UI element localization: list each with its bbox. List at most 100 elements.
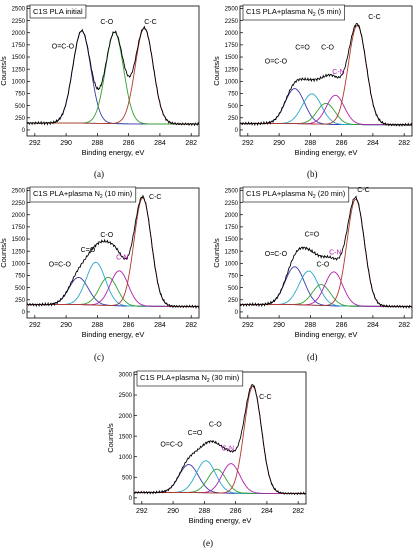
y-tick-label: 250 [15, 116, 26, 122]
chart-title-box [136, 370, 244, 387]
peak-c-c [27, 197, 199, 308]
x-tick-label: 284 [154, 140, 166, 147]
y-tick-label: 2500 [12, 7, 26, 13]
peak-o-c-o [27, 30, 199, 125]
y-tick-label: 2250 [225, 201, 239, 207]
plot-frame [26, 5, 200, 137]
chart-title-box [242, 4, 345, 21]
x-tick-label: 290 [273, 322, 285, 329]
y-tick-label: 1000 [119, 455, 133, 461]
y-tick-label: 3000 [119, 373, 133, 379]
chart-title: C1S PLA+plasma N2 (20 min) [242, 186, 350, 203]
x-tick-label: 284 [154, 322, 166, 329]
x-tick-label: 292 [29, 322, 41, 329]
chart-panel-c: 292 290 288 286 284 282 0 250 500 750 1000 1250 1500… [0, 186, 200, 339]
peak-c-o [240, 270, 412, 308]
y-tick-label: 1000 [12, 80, 26, 86]
y-tick-label: 750 [228, 92, 239, 98]
y-tick-label: 1750 [225, 225, 239, 231]
y-tick-label: 1500 [12, 55, 26, 61]
peak-label-c-o: C-O [321, 45, 334, 52]
x-tick-label: 282 [185, 322, 197, 329]
y-tick-label: 0 [22, 310, 26, 316]
curves-group [27, 194, 199, 310]
peak-label-c-c: C-C [357, 187, 369, 194]
y-tick-label: 500 [15, 286, 26, 292]
y-tick-label: 2250 [12, 19, 26, 25]
x-tick-label: 286 [123, 140, 135, 147]
chart-panel-e: 292 290 288 286 284 282 0 500 1000 1500 2000 2500 30… [106, 370, 307, 525]
x-tick-label: 292 [136, 508, 148, 515]
curves-group [240, 195, 412, 309]
y-tick-label: 2500 [225, 7, 239, 13]
y-tick-label: 0 [129, 496, 133, 502]
x-tick-label: 282 [292, 508, 304, 515]
x-tick-label: 292 [242, 322, 254, 329]
y-tick-label: 2250 [12, 201, 26, 207]
peak-c-o [240, 284, 412, 308]
y-tick-label: 500 [122, 475, 133, 481]
y-tick-label: 1250 [12, 249, 26, 255]
chart-title-box [242, 186, 350, 203]
peak-label-o-c-o: O=C-O [52, 43, 75, 50]
envelope-line [27, 194, 199, 310]
peak-c-c [134, 385, 306, 494]
chart-title-text: C1S PLA initial [33, 7, 83, 16]
y-tick-label: 750 [228, 274, 239, 280]
y-tick-label: 2250 [225, 19, 239, 25]
peak-label-c-o: C-O [100, 232, 113, 239]
y-tick-label: 0 [235, 310, 239, 316]
x-axis-label: Binding energy, eV [82, 330, 145, 339]
y-tick-label: 250 [228, 298, 239, 304]
peak-label-c-c: C-C [259, 394, 271, 401]
x-tick-label: 284 [367, 140, 379, 147]
panel-label-d: (d) [307, 352, 318, 362]
x-axis-label: Binding energy, eV [189, 516, 252, 525]
y-tick-label: 1500 [225, 237, 239, 243]
peak-c-n [240, 271, 412, 308]
x-axis-label: Binding energy, eV [295, 148, 358, 157]
peak-label-c-c: C-C [149, 194, 161, 201]
x-tick-label: 282 [185, 140, 197, 147]
y-tick-label: 500 [228, 286, 239, 292]
chart-title: C1S PLA initial [29, 4, 87, 19]
peak-label-c-o: C=O [305, 232, 320, 239]
y-tick-label: 2000 [12, 213, 26, 219]
y-tick-label: 1250 [12, 67, 26, 73]
x-tick-label: 286 [230, 508, 242, 515]
peak-label-c-o: C=O [81, 247, 96, 254]
peak-label-c-n: C-N [332, 69, 344, 76]
y-tick-label: 500 [228, 104, 239, 110]
peak-o-c-o [240, 266, 412, 308]
x-axis-label: Binding energy, eV [82, 148, 145, 157]
y-tick-label: 2000 [12, 31, 26, 37]
chart-title-text: C1S PLA+plasma N2 (20 min) [246, 189, 346, 200]
chart-panel-b: 292 290 288 286 284 282 0 250 500 750 1000 1250 1500… [212, 4, 413, 157]
y-tick-label: 0 [22, 128, 26, 134]
peak-label-o-c-o: O=C-O [49, 262, 72, 269]
x-tick-label: 284 [261, 508, 273, 515]
x-tick-label: 292 [242, 140, 254, 147]
chart-title-text: C1S PLA+plasma N2 (5 min) [246, 7, 342, 18]
peak-label-c-c: C-C [144, 19, 156, 26]
panel-label-a: (a) [94, 169, 104, 179]
y-tick-label: 2500 [225, 189, 239, 195]
peak-label-c-n: C-N [329, 250, 341, 257]
peak-c-n [240, 94, 412, 126]
y-tick-label: 1750 [225, 43, 239, 49]
curves-group [240, 22, 412, 127]
y-tick-label: 1500 [12, 237, 26, 243]
peak-c-c [27, 27, 199, 125]
y-axis-label: Counts/s [0, 238, 8, 268]
peak-c-c [240, 198, 412, 308]
y-tick-label: 1250 [225, 67, 239, 73]
y-axis-label: Counts/s [212, 56, 221, 86]
x-tick-label: 292 [29, 140, 41, 147]
peak-label-c-o: C-O [100, 19, 113, 26]
y-tick-label: 2500 [12, 189, 26, 195]
curves-group [27, 25, 199, 127]
envelope-line [240, 195, 412, 309]
peak-label-c-c: C-C [368, 14, 380, 21]
x-tick-label: 290 [60, 140, 72, 147]
